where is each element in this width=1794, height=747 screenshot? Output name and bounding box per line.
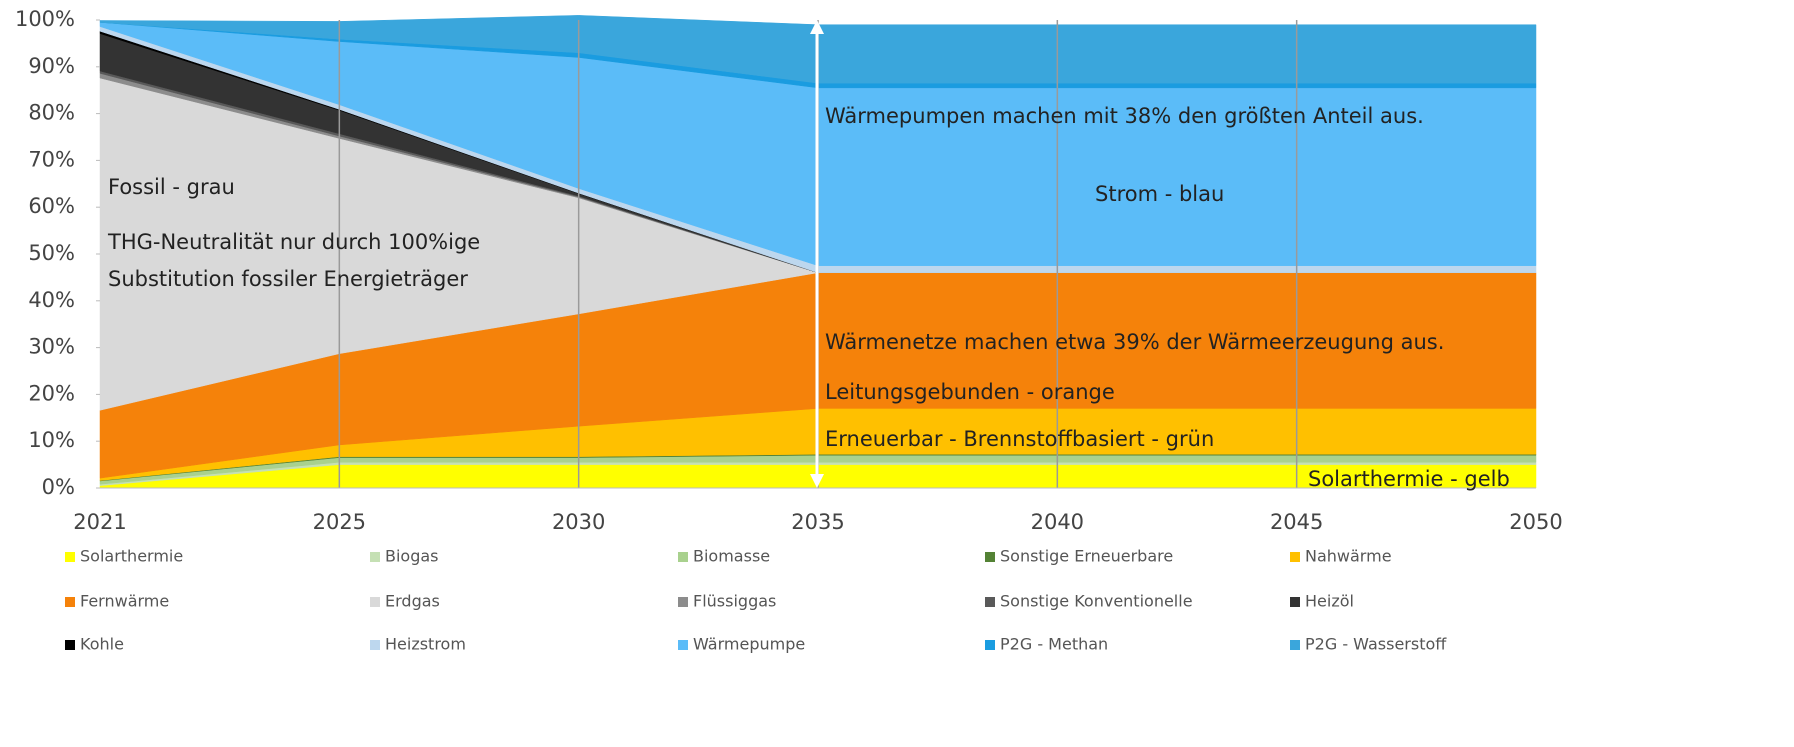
legend-label: Nahwärme: [1305, 547, 1392, 566]
legend-swatch: [1290, 597, 1300, 607]
annotation: Erneuerbar - Brennstoffbasiert - grün: [825, 427, 1214, 451]
annotation: Wärmenetze machen etwa 39% der Wärmeerze…: [825, 330, 1444, 354]
legend-label: Sonstige Erneuerbare: [1000, 547, 1173, 566]
y-tick-label: 30%: [28, 335, 75, 359]
legend-label: Erdgas: [385, 592, 440, 611]
x-tick-label: 2030: [552, 510, 605, 534]
legend-swatch: [678, 552, 688, 562]
legend-swatch: [370, 597, 380, 607]
legend-label: Fernwärme: [80, 592, 169, 611]
legend-swatch: [1290, 552, 1300, 562]
x-tick-label: 2025: [313, 510, 366, 534]
legend-swatch: [678, 640, 688, 650]
y-tick-label: 50%: [28, 241, 75, 265]
x-tick-label: 2040: [1031, 510, 1084, 534]
y-tick-label: 0%: [42, 475, 75, 499]
y-tick-label: 60%: [28, 194, 75, 218]
annotation: Strom - blau: [1095, 182, 1224, 206]
legend-swatch: [985, 640, 995, 650]
legend-label: Sonstige Konventionelle: [1000, 592, 1193, 611]
labels: 2021 2025 2030 2035 2040 2045 2050 0% 10% 20% 30% 4…: [15, 7, 1563, 654]
y-tick-label: 80%: [28, 101, 75, 125]
legend-label: P2G - Wasserstoff: [1305, 635, 1447, 654]
legend-swatch: [370, 552, 380, 562]
legend-label: Wärmepumpe: [693, 635, 805, 654]
legend-swatch: [370, 640, 380, 650]
legend-swatch: [1290, 640, 1300, 650]
annotation: Wärmepumpen machen mit 38% den größten A…: [825, 104, 1424, 128]
legend-swatch: [678, 597, 688, 607]
legend-label: P2G - Methan: [1000, 635, 1108, 654]
y-tick-label: 70%: [28, 147, 75, 171]
legend-label: Kohle: [80, 635, 124, 654]
y-tick-label: 90%: [28, 54, 75, 78]
legend-swatch: [985, 597, 995, 607]
x-tick-label: 2021: [73, 510, 126, 534]
legend-swatch: [65, 597, 75, 607]
legend-label: Biogas: [385, 547, 439, 566]
annotation: Fossil - grau: [108, 175, 235, 199]
arrow: [810, 20, 824, 488]
y-tick-label: 10%: [28, 428, 75, 452]
legend-label: Flüssiggas: [693, 592, 776, 611]
y-tick-label: 40%: [28, 288, 75, 312]
x-tick-label: 2035: [791, 510, 844, 534]
legend-label: Heizöl: [1305, 592, 1354, 611]
legend-label: Solarthermie: [80, 547, 183, 566]
annotation: THG-Neutralität nur durch 100%ige: [107, 230, 480, 254]
legend-label: Heizstrom: [385, 635, 466, 654]
y-tick-label: 100%: [15, 7, 75, 31]
x-tick-label: 2050: [1509, 510, 1562, 534]
legend-swatch: [985, 552, 995, 562]
x-tick-label: 2045: [1270, 510, 1323, 534]
annotation: Leitungsgebunden - orange: [825, 380, 1115, 404]
annotation: Substitution fossiler Energieträger: [108, 267, 468, 291]
legend-label: Biomasse: [693, 547, 770, 566]
annotation: Solarthermie - gelb: [1308, 467, 1510, 491]
legend-swatch: [65, 640, 75, 650]
legend-swatch: [65, 552, 75, 562]
y-tick-label: 20%: [28, 381, 75, 405]
